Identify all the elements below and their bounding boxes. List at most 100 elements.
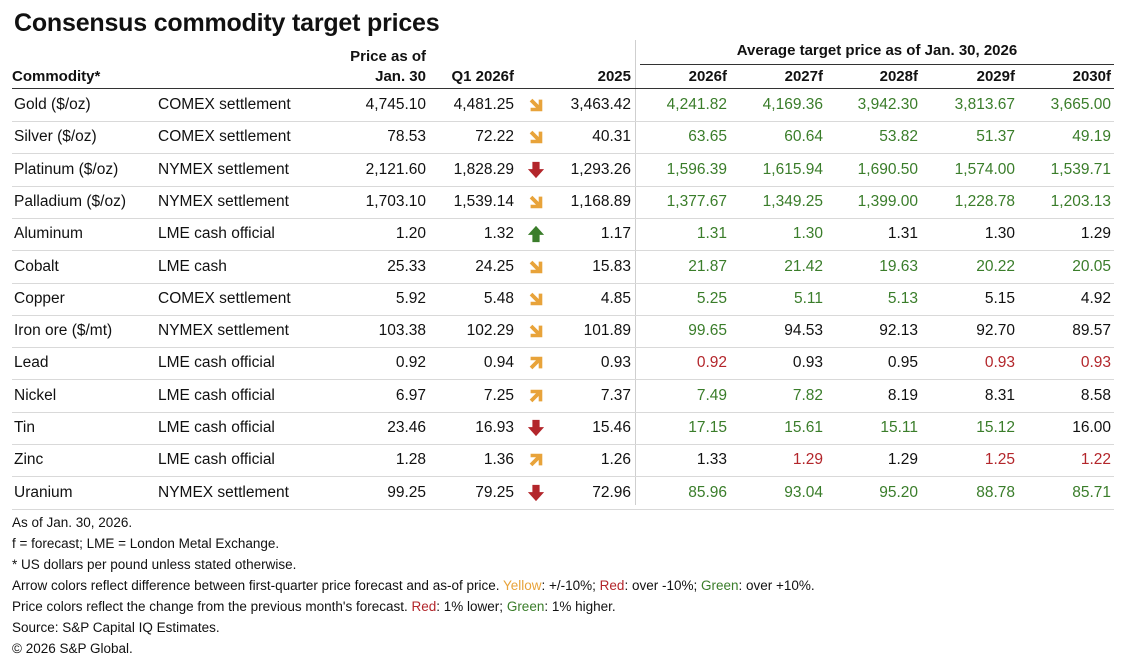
target-2030f-value: 8.58: [1080, 386, 1111, 404]
note-price-colors: Price colors reflect the change from the…: [12, 596, 815, 617]
group-header-rule: [640, 64, 1114, 65]
table-row: Copper COMEX settlement 5.92 5.48 4.85 5.25 5.…: [12, 283, 1114, 316]
group-header-average-target: Average target price as of Jan. 30, 2026: [736, 42, 1018, 59]
settlement-basis: COMEX settlement: [158, 128, 291, 146]
note-arrow-red: Red: [599, 578, 625, 593]
price-2025-value: 0.93: [600, 354, 631, 372]
arrow-down-red-icon: [527, 161, 545, 178]
arrow-down-right-yellow-icon: [529, 292, 543, 306]
target-2030f-value: 1.29: [1080, 225, 1111, 243]
arrow-down-red-icon: [527, 484, 545, 501]
settlement-basis: LME cash official: [158, 354, 275, 372]
target-2027f-value: 1,349.25: [762, 192, 823, 210]
commodity-name: Lead: [14, 354, 49, 372]
arrow-down-right-yellow-icon: [529, 130, 543, 144]
settlement-basis: COMEX settlement: [158, 96, 291, 113]
note-price-prefix: Price colors reflect the change from the…: [12, 599, 412, 614]
target-2030f-value: 1,203.13: [1050, 192, 1111, 210]
table-row: Silver ($/oz) COMEX settlement 78.53 72.22 4…: [12, 121, 1114, 155]
target-2026f-value: 99.65: [688, 322, 727, 340]
q1-2026f-value: 1.32: [483, 225, 514, 243]
header-2025: 2025: [597, 68, 631, 85]
price-as-of-value: 78.53: [387, 128, 426, 146]
target-2027f-value: 60.64: [784, 128, 823, 146]
price-2025-value: 3,463.42: [570, 96, 631, 113]
settlement-basis: NYMEX settlement: [158, 192, 289, 210]
table-row: Platinum ($/oz) NYMEX settlement 2,121.60 1…: [12, 154, 1114, 187]
price-as-of-value: 0.92: [395, 354, 426, 372]
target-2028f-value: 3,942.30: [857, 96, 918, 113]
settlement-basis: LME cash official: [158, 419, 275, 436]
note-arrow-yellow: Yellow: [502, 578, 542, 593]
note-price-green-desc: : 1% higher.: [544, 599, 616, 614]
target-2029f-value: 8.31: [984, 386, 1015, 404]
price-as-of-value: 99.25: [387, 483, 426, 501]
commodity-name: Tin: [14, 419, 35, 436]
q1-2026f-value: 102.29: [466, 322, 514, 340]
target-2026f-value: 17.15: [688, 419, 727, 436]
header-commodity: Commodity*: [12, 68, 101, 85]
arrow-down-right-yellow-icon: [529, 324, 543, 338]
target-2028f-value: 1,399.00: [857, 192, 918, 210]
note-arrow-colors: Arrow colors reflect difference between …: [12, 575, 815, 596]
q1-2026f-value: 4,481.25: [453, 96, 514, 113]
target-2027f-value: 21.42: [784, 257, 823, 275]
q1-2026f-value: 24.25: [475, 257, 514, 275]
arrow-up-right-yellow-icon: [529, 453, 543, 467]
target-2027f-value: 5.11: [793, 289, 823, 307]
settlement-basis: NYMEX settlement: [158, 322, 289, 340]
note-as-of: As of Jan. 30, 2026.: [12, 515, 133, 530]
note-arrow-prefix: Arrow colors reflect difference between …: [12, 578, 503, 593]
target-2026f-value: 5.25: [696, 289, 727, 307]
target-2030f-value: 1,539.71: [1050, 160, 1111, 178]
target-2030f-value: 0.93: [1080, 354, 1111, 372]
target-2029f-value: 20.22: [976, 257, 1015, 275]
arrow-down-right-yellow-icon: [529, 260, 543, 273]
q1-2026f-value: 1,539.14: [453, 192, 514, 210]
target-2029f-value: 5.15: [984, 289, 1015, 307]
table-row: Zinc LME cash official 1.28 1.36 1.26 1.33 1.2…: [12, 444, 1114, 478]
target-2030f-value: 20.05: [1072, 257, 1111, 275]
target-2030f-value: 4.92: [1080, 289, 1111, 307]
table-row: Aluminum LME cash official 1.20 1.32 1.17 1.3…: [12, 218, 1114, 252]
table-row: Uranium NYMEX settlement 99.25 79.25 72.96 85…: [12, 477, 1114, 510]
price-2025-value: 1,293.26: [570, 160, 631, 178]
commodity-name: Gold ($/oz): [14, 96, 91, 113]
price-2025-value: 40.31: [592, 128, 631, 146]
target-2027f-value: 0.93: [792, 354, 823, 372]
price-as-of-value: 5.92: [395, 289, 426, 307]
header-2028f: 2028f: [879, 68, 918, 85]
target-2027f-value: 1,615.94: [762, 160, 823, 178]
target-2026f-value: 0.92: [696, 354, 727, 372]
target-2030f-value: 85.71: [1072, 483, 1111, 501]
note-arrow-yellow-desc: : +/-10%;: [541, 578, 600, 593]
arrow-up-right-yellow-icon: [529, 389, 543, 402]
price-as-of-value: 1.28: [395, 451, 426, 469]
target-2027f-value: 4,169.36: [762, 96, 823, 113]
target-2029f-value: 92.70: [976, 322, 1015, 340]
note-units: * US dollars per pound unless stated oth…: [12, 557, 297, 572]
price-2025-value: 72.96: [592, 483, 631, 501]
settlement-basis: LME cash: [158, 257, 227, 275]
header-2030f: 2030f: [1072, 68, 1111, 85]
note-arrow-red-desc: : over -10%;: [624, 578, 701, 593]
column-group-separator: [635, 40, 636, 505]
target-2026f-value: 7.49: [696, 386, 727, 404]
table-row: Nickel LME cash official 6.97 7.25 7.37 7.49 7…: [12, 380, 1114, 413]
target-2028f-value: 1.31: [887, 225, 918, 243]
target-2029f-value: 1.30: [984, 225, 1015, 243]
price-2025-value: 101.89: [583, 322, 631, 340]
note-arrow-green: Green: [700, 578, 739, 593]
price-2025-value: 15.83: [592, 257, 631, 275]
commodity-name: Uranium: [14, 483, 73, 501]
target-2030f-value: 1.22: [1080, 451, 1111, 469]
price-as-of-value: 1,703.10: [365, 192, 426, 210]
target-2028f-value: 8.19: [887, 386, 918, 404]
target-2027f-value: 15.61: [784, 419, 823, 436]
price-as-of-value: 103.38: [378, 322, 426, 340]
price-as-of-value: 4,745.10: [365, 96, 426, 113]
target-2026f-value: 4,241.82: [666, 96, 727, 113]
header-price-line2: Jan. 30: [375, 68, 426, 85]
target-2026f-value: 1.31: [696, 225, 727, 243]
